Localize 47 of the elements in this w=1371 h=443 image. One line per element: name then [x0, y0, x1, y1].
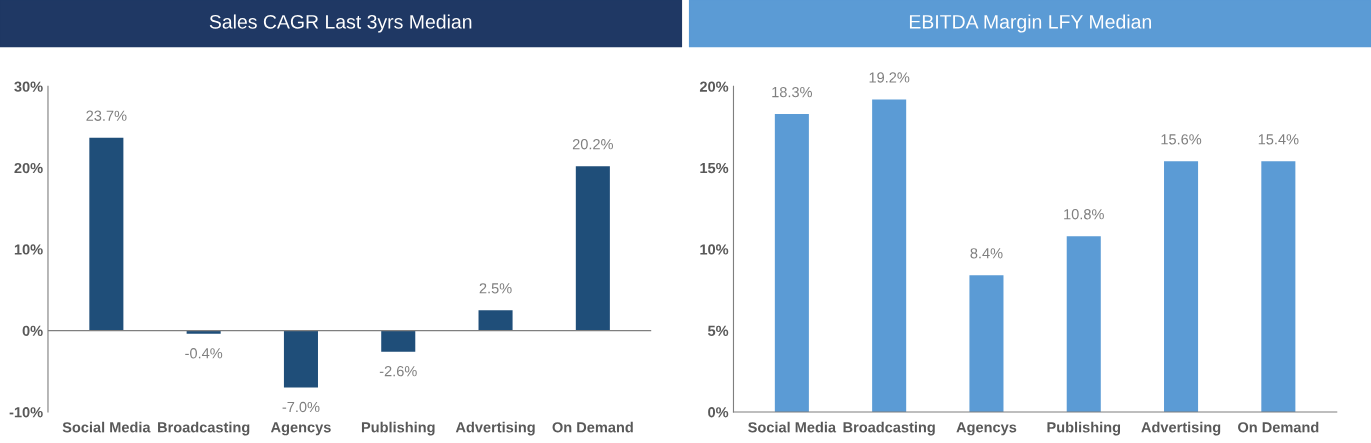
text: -7.0%	[282, 401, 320, 413]
text: 19.2%	[869, 72, 910, 83]
y-tick-label: 20%	[699, 81, 729, 92]
text: 23.7%	[86, 110, 127, 121]
y-tick-label: 0%	[708, 407, 729, 418]
text: 2.5%	[479, 283, 512, 294]
x-tick-label: On Demand	[1238, 421, 1319, 433]
bar	[969, 275, 1004, 412]
bar	[1066, 236, 1101, 412]
x-tick-label: Social Media	[62, 421, 151, 433]
x-tick-label: Social Media	[748, 421, 837, 433]
chart-title: EBITDA Margin LFY Median	[909, 14, 1151, 33]
bar	[1261, 161, 1296, 412]
y-tick-label: 30%	[14, 81, 43, 92]
bar	[872, 99, 907, 412]
text: 18.3%	[772, 86, 813, 98]
text: -0.4%	[185, 348, 223, 359]
y-tick-label: 10%	[14, 244, 43, 255]
bar	[774, 114, 809, 412]
y-tick-label: 5%	[708, 325, 729, 337]
x-tick-label: Advertising	[1141, 421, 1221, 436]
text: 20.2%	[572, 139, 613, 150]
y-tick-label: 0%	[22, 325, 43, 337]
text: 15.6%	[1161, 134, 1202, 145]
x-tick-label: Agencys	[270, 422, 331, 436]
bar	[575, 166, 610, 331]
x-tick-label: Advertising	[455, 421, 535, 436]
text: 10.8%	[1064, 209, 1104, 220]
text: 15.4%	[1258, 134, 1299, 145]
x-tick-label: Broadcasting	[843, 421, 935, 436]
x-tick-label: On Demand	[552, 421, 633, 433]
x-tick-label: Publishing	[1047, 421, 1121, 436]
y-tick-label: 20%	[14, 162, 43, 174]
bar	[283, 330, 318, 388]
bar	[1164, 161, 1199, 412]
bar	[478, 310, 513, 331]
text: -2.6%	[379, 366, 417, 377]
bar	[89, 137, 124, 331]
y-tick-label: 15%	[700, 162, 729, 174]
x-tick-label: Agencys	[956, 422, 1017, 436]
x-tick-label: Broadcasting	[158, 421, 250, 436]
chart-title: Sales CAGR Last 3yrs Median	[209, 14, 472, 33]
text: 8.4%	[970, 248, 1003, 259]
y-tick-label: -10%	[9, 407, 43, 418]
bar	[381, 330, 416, 352]
x-tick-label: Publishing	[361, 421, 435, 436]
y-tick-label: 10%	[700, 244, 729, 255]
